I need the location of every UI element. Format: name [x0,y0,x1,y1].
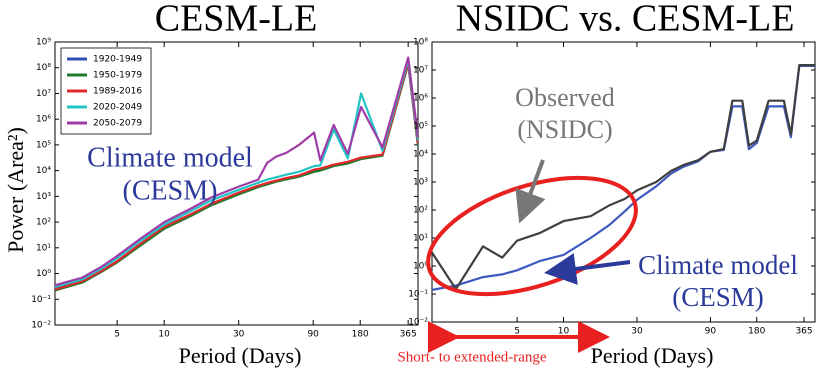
annotation: (CESM) [123,175,218,206]
y-tick-label: 10³ [36,192,51,202]
x-tick-label: 10 [158,330,170,340]
y-tick-label: 10⁰ [413,262,428,272]
y-tick-label: 10⁻¹ [408,290,428,300]
legend-label: 1950-1979 [93,71,142,81]
y-tick-label: 10⁴ [413,150,428,160]
annotation: Observed [515,83,615,112]
series-line [432,63,815,291]
annotation: (CESM) [672,282,764,312]
series-line [432,64,815,291]
x-tick-label: 90 [705,327,717,337]
y-tick-label: 10⁹ [36,38,51,48]
y-tick-label: 10⁶ [36,115,51,125]
chart-title: CESM-LE [155,0,318,40]
y-tick-label: 10⁴ [36,166,51,176]
plot-lines [55,56,418,292]
y-tick-label: 10⁷ [413,66,428,76]
legend-label: 1989-2016 [93,87,142,97]
y-tick-label: 10² [413,206,428,216]
x-tick-label: 5 [114,330,120,340]
legend-label: 1920-1949 [93,55,142,65]
annotation: Climate model [87,142,253,173]
x-tick-label: 365 [400,330,417,340]
annotation: (NSIDC) [517,115,612,144]
y-tick-label: 10⁶ [413,94,428,104]
y-tick-label: 10⁻² [31,321,51,331]
arrow [515,159,546,224]
x-tick-label: 30 [233,330,245,340]
legend-label: 2020-2049 [93,103,142,113]
series-line [55,62,418,292]
series-line [55,58,418,289]
y-axis-label: Power (Area²) [3,127,28,253]
chart-title: NSIDC vs. CESM-LE [456,0,795,40]
legend-label: 2050-2079 [93,119,142,129]
annotation: Short- to extended-range [397,349,546,365]
y-tick-label: 10¹ [36,243,51,253]
y-tick-label: 10⁸ [413,38,428,48]
plot-lines [432,63,815,291]
x-tick-label: 90 [307,330,319,340]
arrow [544,253,631,285]
x-tick-label: 180 [352,330,369,340]
y-tick-label: 10⁵ [413,122,428,132]
y-tick-label: 10⁵ [36,140,51,150]
x-axis-label: Period (Days) [591,343,714,368]
y-tick-label: 10¹ [413,234,428,244]
y-tick-label: 10³ [413,178,428,188]
x-tick-label: 365 [795,327,812,337]
y-tick-label: 10⁻² [408,318,428,328]
y-tick-label: 10⁸ [36,63,51,73]
y-tick-label: 10⁻¹ [31,295,51,305]
series-line [55,56,418,287]
y-tick-label: 10⁷ [36,89,51,99]
x-tick-label: 30 [631,327,643,337]
x-tick-label: 180 [748,327,765,337]
x-axis-label: Period (Days) [179,343,302,368]
annotation: Climate model [638,250,798,280]
series-line [55,61,418,291]
y-tick-label: 10² [36,218,51,228]
y-tick-label: 10⁰ [36,269,51,279]
